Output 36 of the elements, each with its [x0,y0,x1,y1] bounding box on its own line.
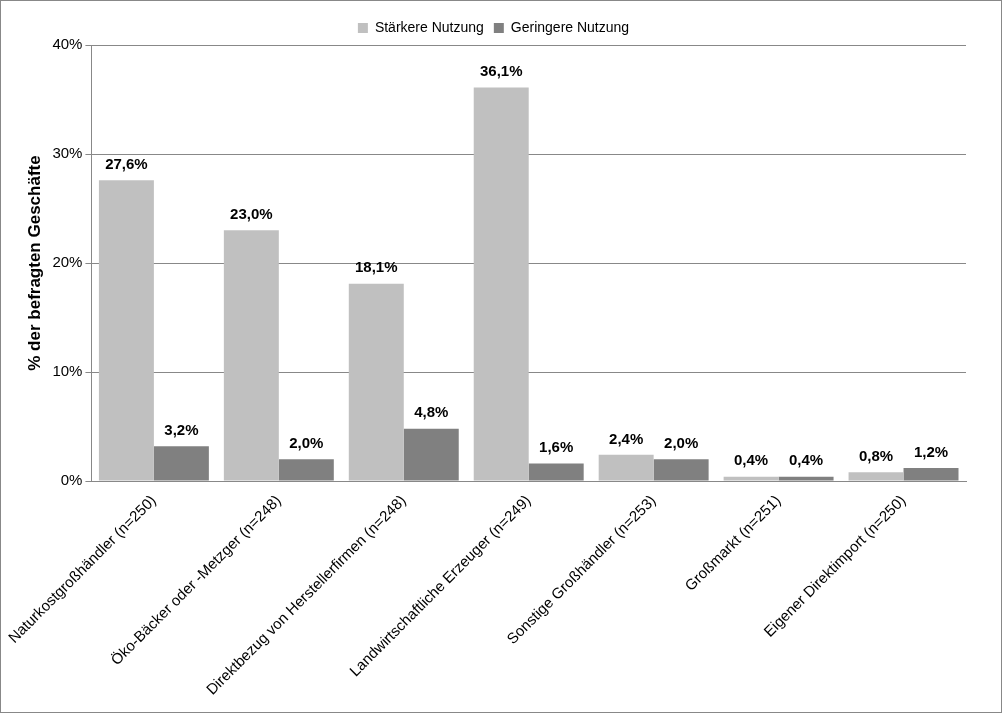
bar [848,472,904,481]
bar [223,230,279,481]
data-label: 36,1% [479,62,523,80]
legend-label: Stärkere Nutzung [374,18,484,35]
bar [653,459,709,481]
bar [98,180,154,481]
data-label: 27,6% [105,154,148,172]
bar [403,428,459,481]
data-label: 18,1% [355,258,398,276]
data-label: 3,2% [164,420,199,438]
data-label: 0,4% [734,451,769,469]
y-tick-label: 40% [52,35,83,53]
bar [528,463,584,481]
data-label: 1,6% [539,438,574,456]
data-label: 0,4% [788,451,824,469]
data-label: 1,2% [913,442,949,460]
y-tick-label: 0% [60,471,83,489]
legend-label: Geringere Nutzung [510,18,630,35]
bar [278,459,334,481]
data-label: 2,0% [664,433,699,451]
data-label: 2,4% [609,429,644,447]
bar [153,446,209,481]
bar [903,467,959,481]
data-label: 23,0% [230,204,273,222]
y-tick-label: 20% [52,253,83,271]
y-tick-label: 30% [52,144,83,162]
data-label: 0,8% [858,446,894,464]
bar [598,454,654,481]
y-axis-title: % der befragten Geschäfte [24,155,44,371]
data-label: 2,0% [289,433,324,451]
bar [473,87,529,481]
bar [778,476,834,481]
bar [348,283,404,481]
data-label: 4,8% [414,403,449,421]
y-tick-label: 10% [52,362,83,380]
bar [723,476,779,481]
